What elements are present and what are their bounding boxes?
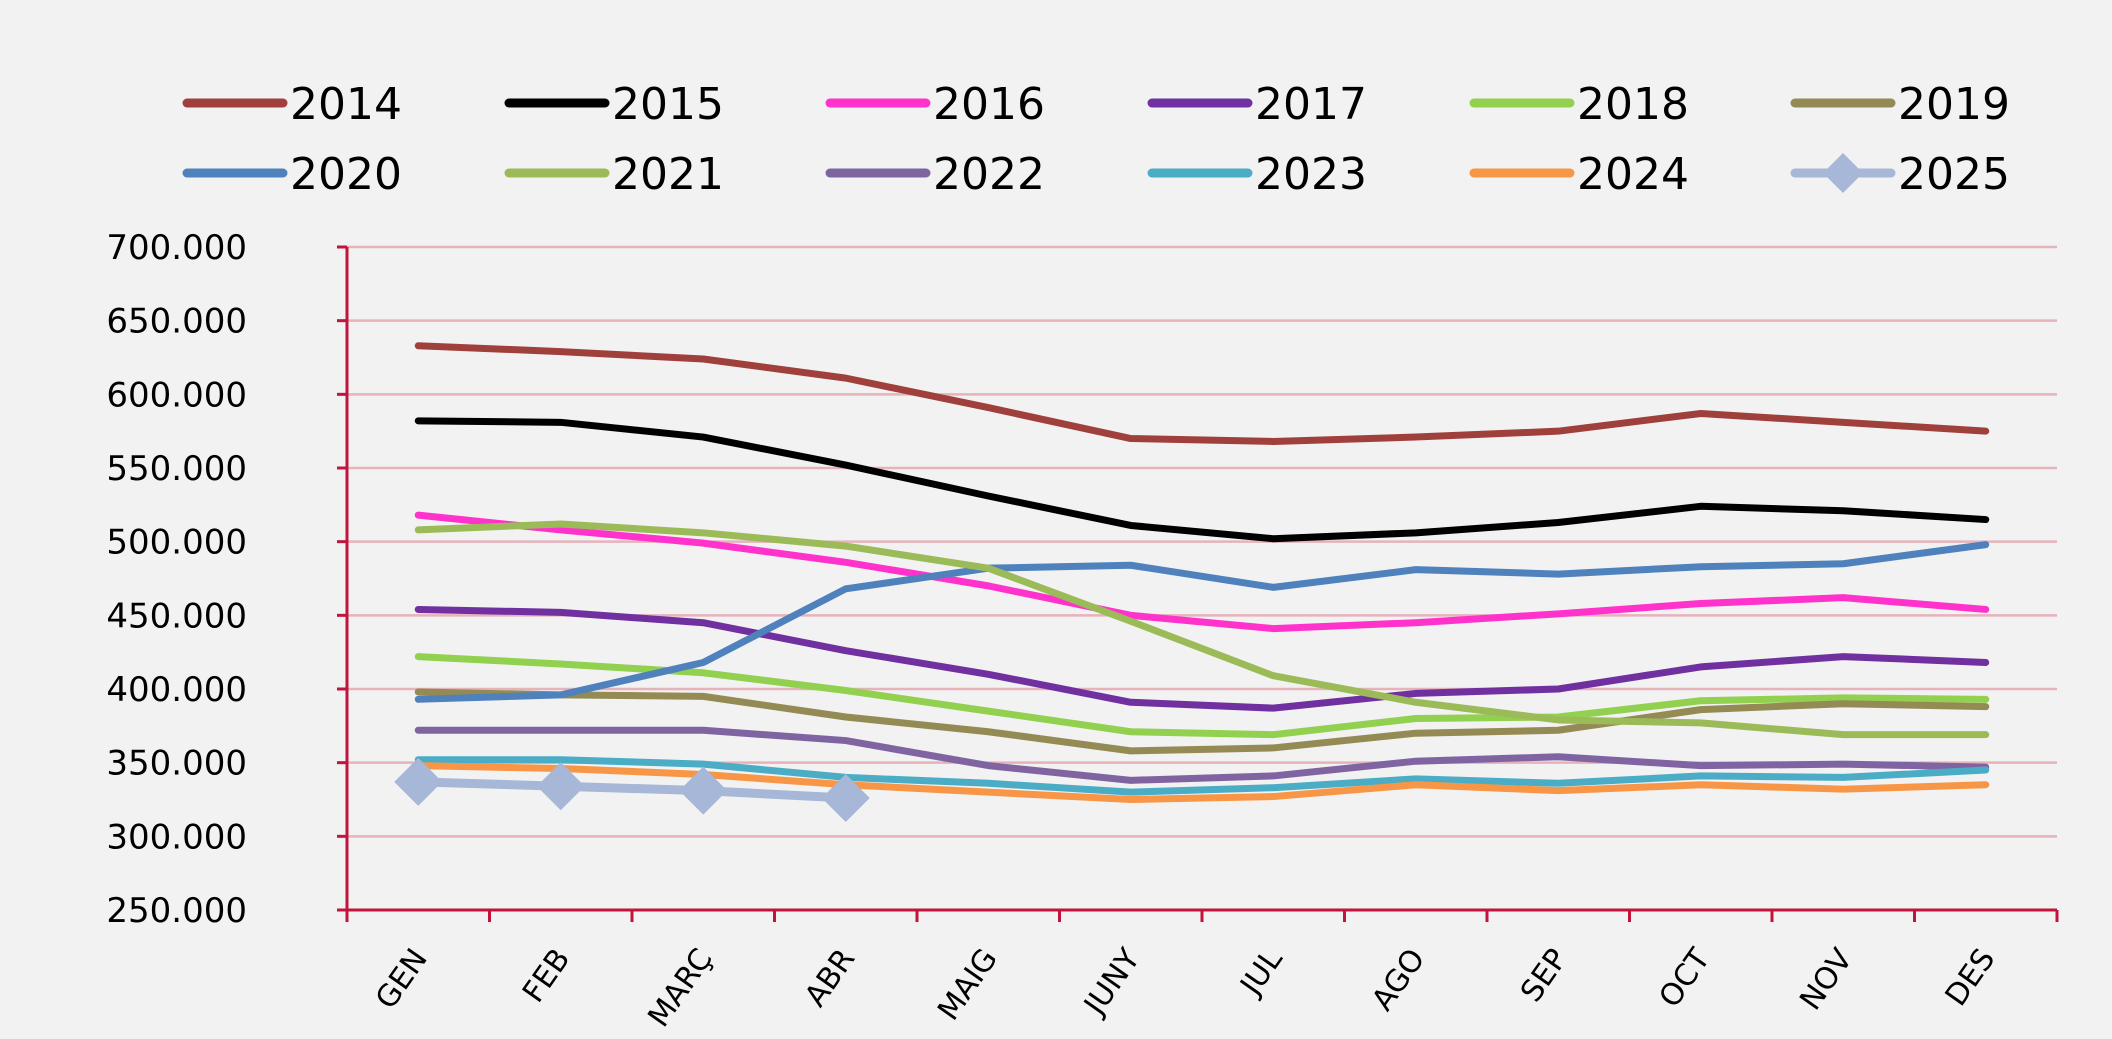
legend-item-2024: 2024 [1469, 149, 1689, 200]
legend: 2014 2015 2016 2017 2018 2019 2020 2021 2022 2023… [182, 79, 2010, 200]
legend-item-2016: 2016 [825, 79, 1045, 130]
point-marker-2025 [679, 766, 728, 815]
series-line-2017 [414, 605, 1990, 712]
series-line-2021 [414, 520, 1990, 739]
legend-label-2015: 2015 [612, 79, 724, 130]
y-tick-label: 700.000 [106, 228, 247, 268]
series-line-2025 [413, 777, 851, 803]
y-tick-label: 350.000 [106, 744, 247, 784]
y-tick-label: 600.000 [106, 375, 247, 415]
series-line-2019 [414, 688, 1990, 755]
legend-item-2022: 2022 [825, 149, 1045, 200]
y-tick-label: 500.000 [106, 523, 247, 563]
legend-item-2015: 2015 [504, 79, 724, 130]
series-line-2022 [414, 726, 1990, 784]
legend-label-2023: 2023 [1255, 149, 1367, 200]
legend-marker-2025 [1823, 153, 1863, 193]
point-marker-2025 [536, 762, 585, 811]
legend-label-2020: 2020 [290, 149, 402, 200]
y-axis: 250.000 300.000 350.000 400.000 450.000 500.0… [106, 228, 349, 931]
legend-item-2014: 2014 [182, 79, 402, 130]
gridlines [347, 245, 2057, 838]
legend-label-2014: 2014 [290, 79, 402, 130]
legend-item-2025: 2025 [1790, 149, 2010, 200]
legend-item-2021: 2021 [504, 149, 724, 200]
legend-label-2024: 2024 [1577, 149, 1689, 200]
y-tick-label: 400.000 [106, 670, 247, 710]
series-line-2014 [414, 342, 1990, 445]
legend-item-2019: 2019 [1790, 79, 2010, 130]
legend-label-2025: 2025 [1898, 149, 2010, 200]
legend-label-2021: 2021 [612, 149, 724, 200]
legend-label-2018: 2018 [1577, 79, 1689, 130]
legend-item-2020: 2020 [182, 149, 402, 200]
series-line-2015 [414, 417, 1990, 543]
legend-label-2016: 2016 [933, 79, 1045, 130]
series-line-2020 [414, 541, 1990, 703]
y-tick-label: 250.000 [106, 891, 247, 931]
legend-item-2023: 2023 [1147, 149, 1367, 200]
legend-label-2019: 2019 [1898, 79, 2010, 130]
y-tick-label: 450.000 [106, 596, 247, 636]
legend-label-2017: 2017 [1255, 79, 1367, 130]
series-line-2024 [414, 762, 1990, 803]
legend-item-2017: 2017 [1147, 79, 1367, 130]
point-marker-2025 [394, 757, 443, 806]
y-tick-label: 650.000 [106, 302, 247, 342]
legend-label-2022: 2022 [933, 149, 1045, 200]
series-line-2023 [414, 756, 1990, 796]
legend-item-2018: 2018 [1469, 79, 1689, 130]
y-tick-label: 300.000 [106, 817, 247, 857]
plot-area [394, 342, 1990, 823]
point-marker-2025 [821, 774, 870, 823]
y-tick-label: 550.000 [106, 449, 247, 489]
series-line-2016 [414, 511, 1990, 633]
